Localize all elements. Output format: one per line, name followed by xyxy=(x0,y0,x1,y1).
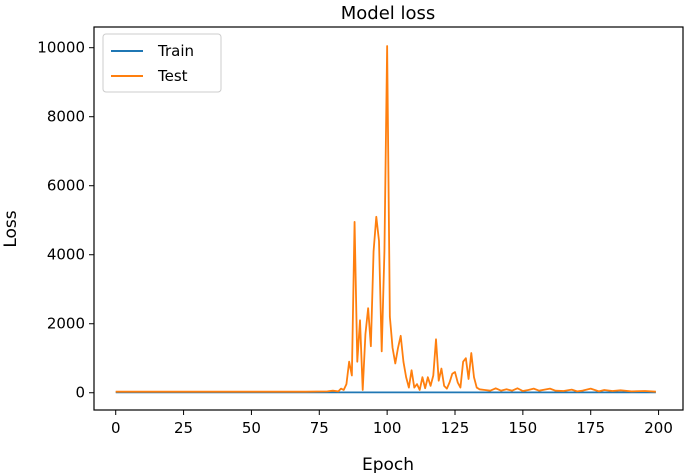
x-tick-label: 150 xyxy=(509,419,538,437)
x-tick-label: 175 xyxy=(576,419,605,437)
y-tick-label: 2000 xyxy=(47,315,85,333)
legend-label-train: Train xyxy=(157,42,194,60)
y-tick-label: 8000 xyxy=(47,108,85,126)
series-layer xyxy=(115,45,656,394)
x-tick-label: 200 xyxy=(644,419,673,437)
legend-box xyxy=(102,33,222,93)
y-tick-label: 0 xyxy=(75,384,85,402)
x-axis-title: Epoch xyxy=(362,455,414,473)
legend: Train Test xyxy=(102,33,222,93)
x-tick-label: 125 xyxy=(441,419,470,437)
legend-label-test: Test xyxy=(157,67,188,85)
y-tick-label: 4000 xyxy=(47,246,85,264)
y-axis-title: Loss xyxy=(1,210,21,247)
x-tick-label: 75 xyxy=(310,419,329,437)
x-tick-label: 25 xyxy=(174,419,193,437)
y-tick-label: 6000 xyxy=(47,177,85,195)
x-tick-label: 100 xyxy=(373,419,402,437)
series-line-test xyxy=(115,45,656,393)
y-tick-label: 10000 xyxy=(37,39,85,57)
axes-layer: 0 25 50 75 100 125 150 175 200020004000600080001… xyxy=(37,39,673,437)
plot-frame xyxy=(93,26,684,411)
chart-title: Model loss xyxy=(341,3,436,24)
x-tick-label: 0 xyxy=(111,419,121,437)
x-tick-label: 50 xyxy=(242,419,261,437)
